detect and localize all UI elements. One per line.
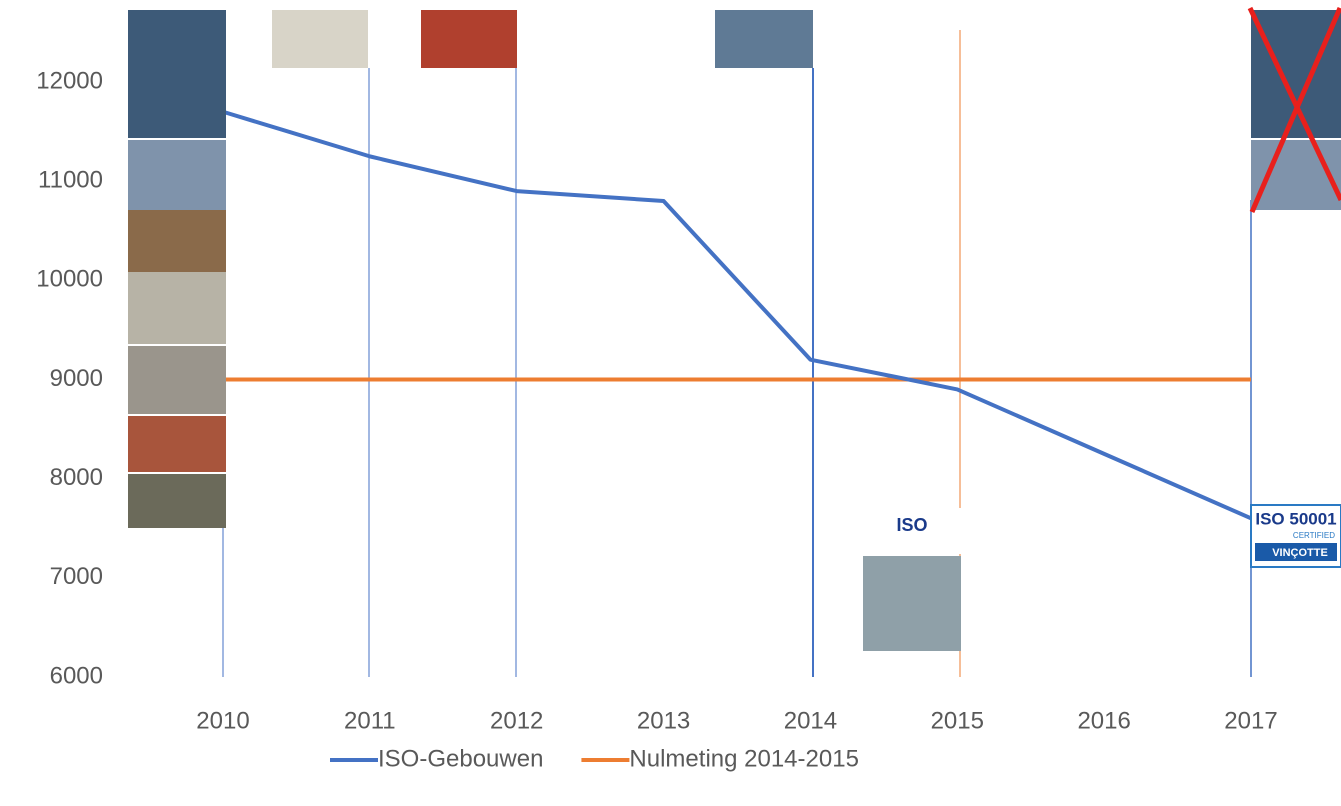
iso-logo — [863, 508, 961, 554]
series-line — [222, 109, 1252, 521]
x-tick-label: 2014 — [784, 707, 837, 734]
y-tick-label: 7000 — [50, 563, 103, 590]
legend-label: ISO-Gebouwen — [378, 745, 543, 772]
iso50001-text: ISO 50001 — [1255, 509, 1336, 528]
photo — [128, 10, 226, 138]
photo — [421, 10, 517, 68]
photo — [128, 140, 226, 210]
cross — [1247, 6, 1341, 202]
photo — [128, 346, 226, 414]
photo — [715, 10, 813, 68]
y-tick-label: 9000 — [50, 365, 103, 392]
x-tick-label: 2012 — [490, 707, 543, 734]
photo — [128, 210, 226, 272]
y-tick-label: 11000 — [38, 167, 103, 194]
photo — [128, 474, 226, 528]
vincotte-text: VINÇOTTE — [1272, 547, 1328, 559]
legend-label: Nulmeting 2014-2015 — [629, 745, 859, 772]
building-photos: ISO ISO 50001 CERTIFIED VINÇOTTE — [128, 6, 1341, 651]
vincotte-badge — [1255, 543, 1337, 561]
y-tick-label: 8000 — [50, 464, 103, 491]
y-tick-label: 10000 — [36, 266, 103, 293]
photo — [272, 10, 368, 68]
x-tick-label: 2010 — [196, 707, 249, 734]
cross — [1249, 7, 1341, 213]
photo — [863, 556, 961, 651]
x-tick-label: 2017 — [1224, 707, 1277, 734]
milestone-lines — [222, 30, 1252, 677]
x-tick-label: 2013 — [637, 707, 690, 734]
iso-logo-text: ISO — [896, 515, 927, 535]
photo — [128, 272, 226, 344]
x-tick-label: 2011 — [344, 707, 396, 734]
certified-text: CERTIFIED — [1293, 531, 1335, 540]
x-tick-label: 2015 — [931, 707, 984, 734]
photo — [128, 416, 226, 472]
x-tick-label: 2016 — [1077, 707, 1130, 734]
y-tick-label: 6000 — [50, 662, 103, 689]
plot-area — [222, 109, 1252, 521]
photo — [1251, 10, 1341, 138]
y-tick-label: 12000 — [36, 67, 103, 94]
